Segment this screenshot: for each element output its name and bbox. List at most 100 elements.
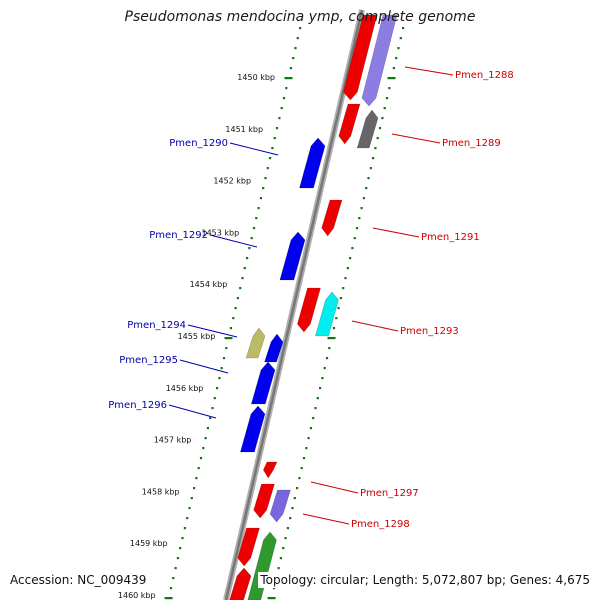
- left-track-tick: [250, 237, 253, 240]
- left-track-tick: [257, 207, 260, 210]
- left-track-tick: [174, 567, 177, 570]
- left-track-tick: [246, 257, 249, 260]
- right-track-tick: [267, 597, 276, 600]
- gene-label-pmen-1298[interactable]: Pmen_1298: [351, 519, 410, 530]
- kbp-tick-label: 1457 kbp: [154, 436, 192, 445]
- gene-label-pmen-1293[interactable]: Pmen_1293: [400, 326, 459, 337]
- accession-text: Accession: NC_009439: [8, 572, 149, 588]
- left-track-tick: [199, 457, 203, 460]
- left-track-tick: [294, 47, 297, 50]
- left-track-tick: [264, 177, 267, 180]
- gene-label-pmen-1296[interactable]: Pmen_1296: [108, 400, 167, 411]
- left-track-tick: [186, 517, 189, 520]
- left-track-tick: [266, 167, 269, 170]
- gene-feature: [240, 405, 266, 453]
- left-track-tick: [262, 187, 265, 190]
- right-track-tick: [367, 177, 370, 180]
- left-track-tick: [248, 247, 251, 250]
- right-track-tick: [328, 347, 331, 350]
- right-track-tick: [378, 127, 382, 130]
- gene-feature: [321, 199, 343, 237]
- left-track-tick: [195, 477, 198, 480]
- right-track-tick: [314, 407, 317, 410]
- right-track-tick: [312, 417, 315, 420]
- gene-label-pmen-1292[interactable]: Pmen_1292: [149, 230, 208, 241]
- left-track-tick: [172, 577, 175, 580]
- right-track-tick: [374, 147, 377, 150]
- right-track-tick: [351, 247, 354, 250]
- right-track-tick: [353, 237, 356, 240]
- right-track-tick: [388, 87, 391, 90]
- right-track-tick: [282, 547, 285, 550]
- kbp-tick-label: 1450 kbp: [237, 73, 275, 82]
- right-track-tick: [387, 77, 396, 80]
- gene-label-pmen-1291[interactable]: Pmen_1291: [421, 232, 480, 243]
- right-track-tick: [383, 107, 386, 110]
- left-track-tick: [273, 137, 276, 140]
- gene-feature: [262, 461, 278, 479]
- left-track-tick: [164, 597, 173, 600]
- left-track-tick: [209, 417, 212, 420]
- gene-label-pmen-1295[interactable]: Pmen_1295: [119, 355, 178, 366]
- left-track-tick: [206, 427, 209, 430]
- right-track-tick: [284, 537, 287, 540]
- gene-feature: [247, 531, 277, 600]
- left-track-tick: [197, 467, 200, 470]
- right-track-tick: [293, 497, 296, 500]
- left-track-tick: [236, 297, 239, 300]
- gene-label-pmen-1289[interactable]: Pmen_1289: [442, 138, 501, 149]
- gene-label-pmen-1290[interactable]: Pmen_1290: [169, 138, 228, 149]
- left-track-tick: [289, 67, 292, 70]
- gene-label-pmen-1297[interactable]: Pmen_1297: [360, 488, 419, 499]
- right-track-tick: [342, 287, 345, 290]
- gene-feature: [229, 567, 252, 600]
- gene-label-pmen-1294[interactable]: Pmen_1294: [127, 320, 186, 331]
- kbp-tick-label: 1460 kbp: [118, 591, 156, 600]
- right-track-tick: [307, 437, 310, 440]
- left-track-tick: [169, 587, 173, 590]
- left-track-tick: [225, 347, 228, 350]
- right-track-tick: [332, 327, 336, 330]
- left-track-tick: [202, 447, 205, 450]
- left-track-tick: [190, 497, 193, 500]
- right-track-tick: [355, 227, 359, 230]
- right-track-tick: [376, 137, 379, 140]
- right-track-tick: [305, 447, 308, 450]
- left-track-tick: [216, 387, 219, 390]
- gene-leader-line: [351, 320, 399, 332]
- left-track-tick: [280, 107, 283, 110]
- left-track-tick: [181, 537, 184, 540]
- left-track-tick: [229, 327, 232, 330]
- left-track-tick: [234, 307, 237, 310]
- gene-feature: [250, 361, 276, 405]
- gene-feature: [269, 489, 291, 523]
- gene-leader-line: [310, 481, 359, 494]
- right-track-tick: [291, 507, 294, 510]
- left-track-tick: [255, 217, 258, 220]
- right-track-tick: [277, 567, 280, 570]
- left-track-tick: [282, 97, 286, 100]
- gene-label-pmen-1288[interactable]: Pmen_1288: [455, 70, 514, 81]
- right-track-tick: [381, 117, 384, 120]
- right-track-tick: [362, 197, 365, 200]
- right-track-tick: [337, 307, 340, 310]
- gene-leader-line: [187, 324, 238, 338]
- kbp-tick-label: 1459 kbp: [130, 539, 168, 548]
- left-track-tick: [243, 267, 246, 270]
- kbp-tick-label: 1455 kbp: [178, 332, 216, 341]
- right-track-tick: [349, 257, 352, 260]
- right-track-tick: [289, 517, 292, 520]
- gene-feature: [361, 14, 398, 107]
- left-track-tick: [292, 57, 295, 60]
- gene-leader-line: [229, 142, 279, 156]
- kbp-tick-label: 1452 kbp: [213, 177, 251, 186]
- right-track-tick: [302, 457, 306, 460]
- left-track-tick: [259, 197, 262, 200]
- left-track-tick: [299, 27, 302, 30]
- right-track-tick: [344, 277, 347, 280]
- gene-feature: [315, 291, 339, 337]
- gene-leader-line: [372, 227, 420, 238]
- left-track-tick: [204, 437, 207, 440]
- gene-feature: [237, 527, 260, 567]
